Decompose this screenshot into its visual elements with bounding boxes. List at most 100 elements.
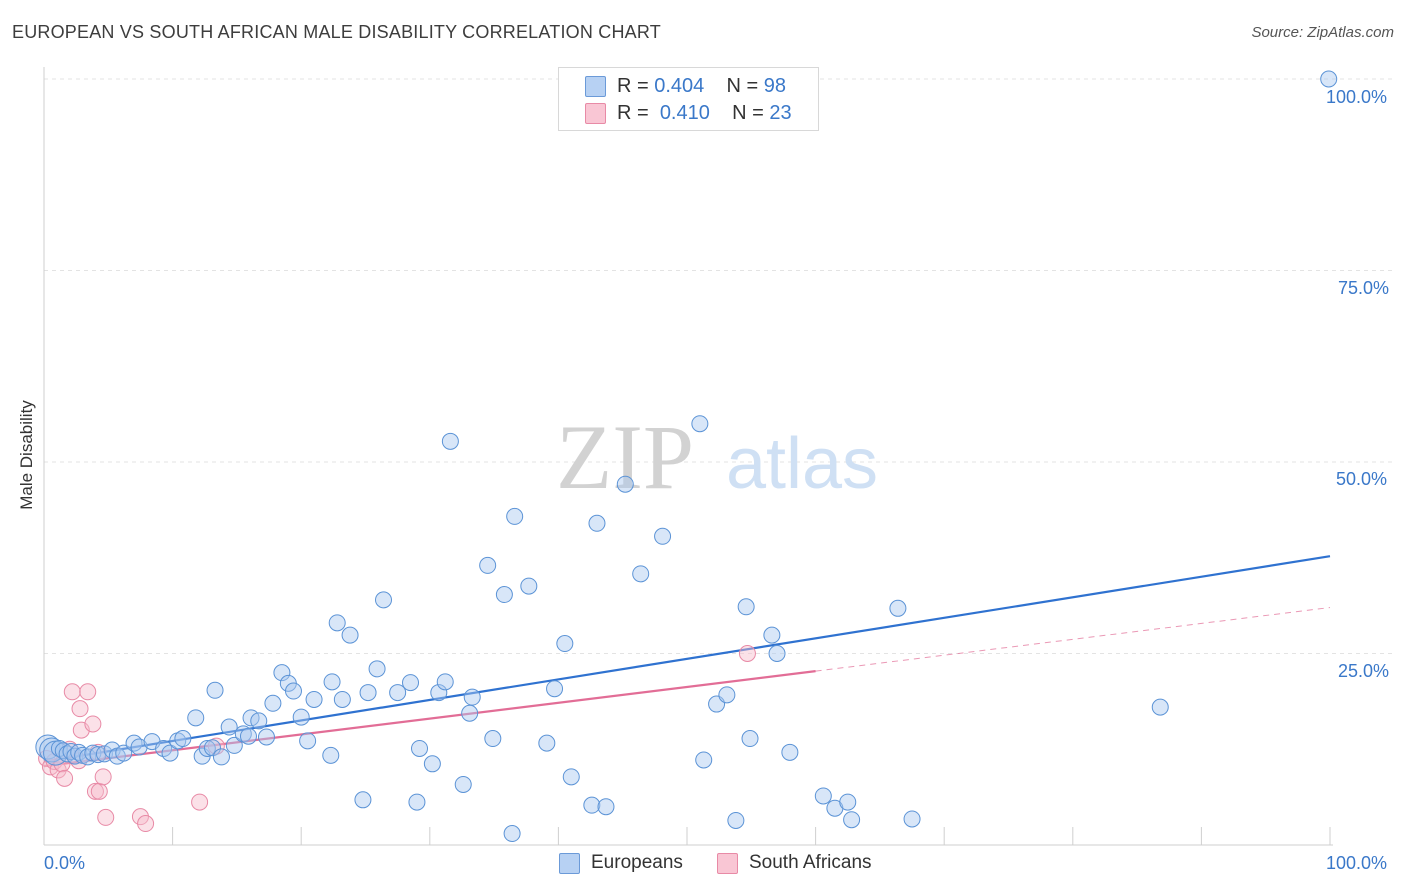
europeans-point bbox=[206, 681, 224, 699]
europeans-point bbox=[503, 825, 521, 843]
europeans-point bbox=[1151, 698, 1169, 716]
watermark-atlas: atlas bbox=[726, 424, 878, 504]
south-africans-r-label: R = bbox=[617, 102, 655, 124]
source-label: Source: ZipAtlas.com bbox=[1251, 24, 1394, 41]
europeans-point bbox=[843, 811, 861, 829]
europeans-point bbox=[115, 744, 133, 762]
europeans-r-label: R = bbox=[617, 75, 655, 97]
europeans-point bbox=[273, 664, 291, 682]
europeans-point bbox=[203, 739, 221, 757]
europeans-point bbox=[408, 793, 426, 811]
europeans-point bbox=[174, 730, 192, 748]
europeans-point bbox=[441, 432, 459, 450]
x-tick-label-0: 0.0% bbox=[44, 853, 86, 873]
europeans-point bbox=[695, 751, 713, 769]
south-africans-point bbox=[79, 683, 97, 701]
europeans-point bbox=[597, 798, 615, 816]
europeans-point bbox=[763, 626, 781, 644]
europeans-point bbox=[257, 728, 275, 746]
europeans-point bbox=[264, 694, 282, 712]
south-africans-trend-extension bbox=[815, 607, 1331, 672]
south-africans-point bbox=[137, 815, 155, 833]
y-axis-title: Male Disability bbox=[17, 400, 36, 510]
europeans-point bbox=[375, 591, 393, 609]
south-africans-point bbox=[738, 645, 756, 662]
south-africans-n-label: N = bbox=[732, 102, 770, 124]
south-africans-point bbox=[71, 700, 89, 718]
europeans-point bbox=[239, 727, 257, 745]
europeans-n-label: N = bbox=[726, 75, 764, 97]
europeans-point bbox=[484, 730, 502, 748]
europeans-point bbox=[520, 577, 538, 595]
europeans-point bbox=[461, 704, 479, 722]
europeans-point bbox=[562, 768, 580, 786]
south-africans-n-value: 23 bbox=[769, 102, 792, 124]
watermark-zip: ZIP bbox=[556, 406, 694, 508]
europeans-point bbox=[903, 810, 921, 828]
europeans-point bbox=[389, 684, 407, 702]
europeans-r-value: 0.404 bbox=[654, 75, 705, 97]
europeans-point bbox=[430, 684, 448, 702]
europeans-n-value: 98 bbox=[763, 75, 787, 97]
europeans-point bbox=[130, 738, 148, 756]
south-africans-point bbox=[63, 683, 81, 701]
europeans-point bbox=[727, 811, 745, 829]
europeans-point bbox=[305, 690, 323, 708]
europeans-point bbox=[632, 565, 650, 583]
europeans-point bbox=[463, 688, 481, 706]
trend-lines bbox=[43, 555, 1331, 768]
europeans-point bbox=[423, 755, 441, 773]
europeans-point bbox=[479, 556, 497, 574]
europeans-point bbox=[588, 514, 606, 532]
grid-lines bbox=[44, 78, 1395, 654]
south-africans-point bbox=[97, 808, 115, 826]
south-africans-point bbox=[56, 769, 74, 787]
south-africans-point bbox=[131, 808, 149, 826]
south-africans-r-value: 0.410 bbox=[659, 102, 710, 124]
bottom-europeans-label: Europeans bbox=[591, 852, 683, 873]
europeans-point bbox=[691, 415, 709, 433]
x-tick-label-100: 100.0% bbox=[1326, 853, 1388, 873]
europeans-point bbox=[495, 586, 513, 604]
europeans-point bbox=[328, 614, 346, 632]
europeans-point bbox=[737, 598, 755, 616]
europeans-point bbox=[768, 645, 786, 662]
watermark: ZIP atlas bbox=[556, 406, 878, 508]
europeans-point bbox=[616, 475, 634, 493]
europeans-point bbox=[718, 686, 736, 704]
europeans-point bbox=[814, 787, 832, 805]
europeans-point bbox=[436, 673, 454, 691]
europeans-point bbox=[538, 734, 556, 752]
europeans-point bbox=[506, 507, 524, 525]
europeans-point bbox=[292, 708, 310, 726]
europeans-point bbox=[741, 730, 759, 748]
europeans-point bbox=[322, 746, 340, 764]
europeans-point bbox=[654, 527, 672, 545]
europeans-point bbox=[781, 743, 799, 761]
correlation-legend: R = 0.404 N = 98 R = 0.410 N = 23 bbox=[558, 67, 819, 131]
europeans-points bbox=[35, 70, 1338, 843]
europeans-point bbox=[198, 739, 216, 757]
europeans-point bbox=[556, 635, 574, 653]
bottom-europeans-swatch bbox=[559, 853, 580, 874]
europeans-point bbox=[839, 793, 857, 811]
south-africans-point bbox=[86, 782, 104, 800]
europeans-point bbox=[284, 682, 302, 700]
europeans-point bbox=[323, 673, 341, 691]
bottom-south-africans-swatch bbox=[717, 853, 738, 874]
south-africans-trend-line bbox=[43, 670, 816, 768]
europeans-point bbox=[95, 745, 113, 763]
europeans-point bbox=[250, 712, 268, 730]
europeans-point bbox=[411, 739, 429, 757]
bottom-south-africans-label: South Africans bbox=[749, 852, 872, 873]
europeans-point bbox=[583, 796, 601, 814]
europeans-point bbox=[889, 599, 907, 617]
europeans-point bbox=[354, 791, 372, 809]
chart-title: EUROPEAN VS SOUTH AFRICAN MALE DISABILIT… bbox=[12, 22, 661, 42]
europeans-point bbox=[454, 775, 472, 793]
europeans-point bbox=[341, 626, 359, 644]
europeans-point bbox=[299, 732, 317, 750]
europeans-point bbox=[546, 680, 564, 698]
europeans-point bbox=[359, 684, 377, 702]
y-tick-label-25: 25.0% bbox=[1338, 661, 1390, 681]
